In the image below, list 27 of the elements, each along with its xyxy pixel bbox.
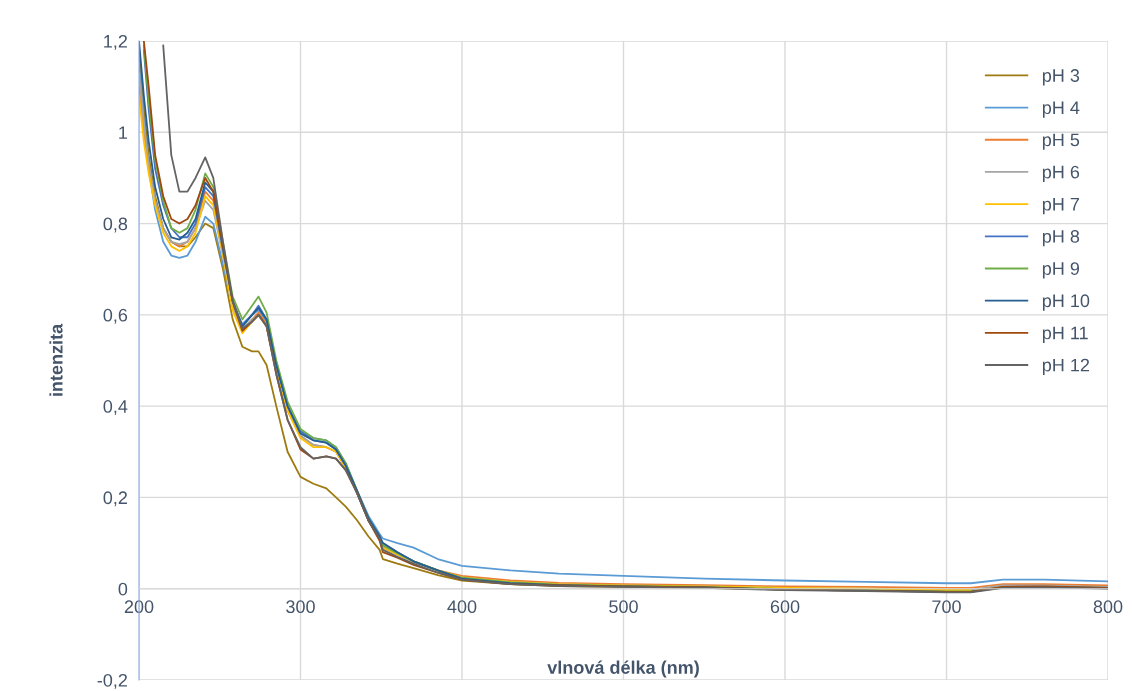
x-tick-label: 800 [1093,600,1123,614]
y-tick-label: 0,8 [103,217,128,233]
x-axis-title: vlnová délka (nm) [547,660,699,678]
x-tick-label: 300 [286,600,315,614]
y-tick-label: 0,6 [103,308,128,324]
legend-label: pH 3 [1042,69,1080,86]
y-tick-label: 1 [119,126,128,139]
legend-label: pH 12 [1042,358,1090,376]
y-tick-label: 0 [118,582,128,596]
legend-label: pH 5 [1042,133,1080,150]
x-tick-label: 200 [124,600,154,614]
legend-label: pH 8 [1042,230,1080,247]
legend-label: pH 4 [1042,101,1080,118]
legend-label: pH 9 [1042,262,1080,279]
legend-label: pH 11 [1042,326,1088,343]
y-tick-label: 0,2 [103,491,127,507]
legend-label: pH 6 [1042,165,1080,183]
x-tick-label: 600 [770,600,800,614]
legend-label: pH 10 [1042,294,1090,311]
x-tick-label: 400 [447,600,477,614]
y-tick-label: 0,4 [103,400,128,415]
y-axis-title: intenzita [49,323,63,396]
x-tick-label: 700 [932,600,961,614]
legend-label: pH 7 [1042,198,1079,215]
x-tick-label: 500 [609,600,638,614]
y-tick-label: 1,2 [104,34,127,50]
y-tick-label: -0,2 [97,673,127,689]
